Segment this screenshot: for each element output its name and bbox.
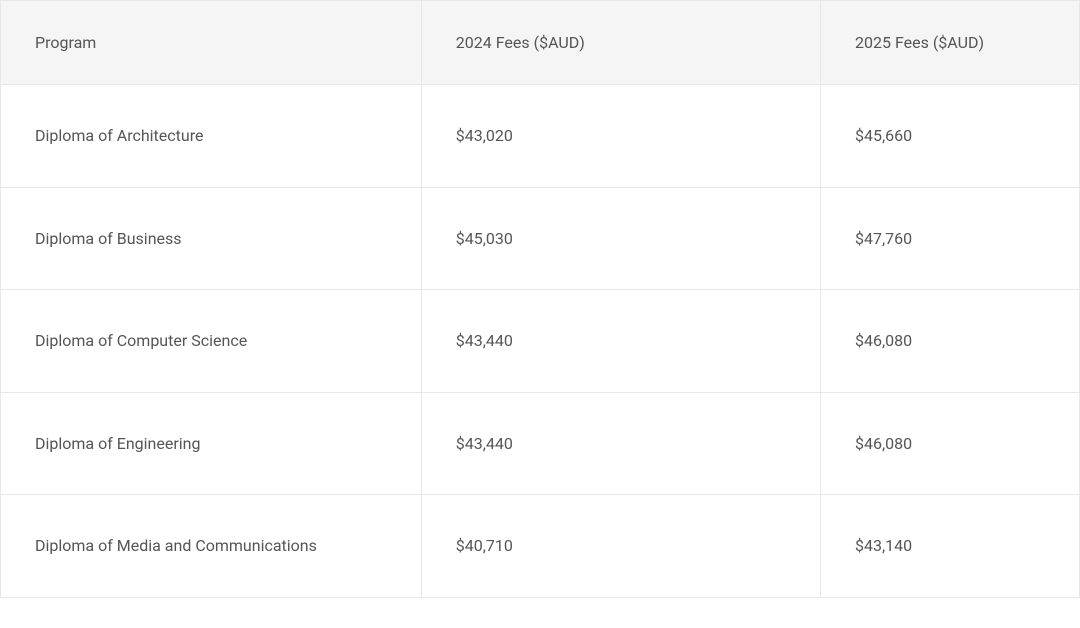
fee-2024-cell: $43,440 [421, 290, 820, 393]
program-cell: Diploma of Computer Science [1, 290, 422, 393]
table-row: Diploma of Computer Science $43,440 $46,… [1, 290, 1080, 393]
program-cell: Diploma of Architecture [1, 85, 422, 188]
fee-2025-cell: $47,760 [821, 187, 1080, 290]
fee-2024-cell: $45,030 [421, 187, 820, 290]
column-header-2025: 2025 Fees ($AUD) [821, 1, 1080, 85]
program-cell: Diploma of Engineering [1, 392, 422, 495]
column-header-2024: 2024 Fees ($AUD) [421, 1, 820, 85]
table-row: Diploma of Engineering $43,440 $46,080 [1, 392, 1080, 495]
fee-2024-cell: $43,440 [421, 392, 820, 495]
fee-2025-cell: $45,660 [821, 85, 1080, 188]
fee-2025-cell: $46,080 [821, 392, 1080, 495]
program-cell: Diploma of Media and Communications [1, 495, 422, 598]
table-header-row: Program 2024 Fees ($AUD) 2025 Fees ($AUD… [1, 1, 1080, 85]
column-header-program: Program [1, 1, 422, 85]
fee-2024-cell: $43,020 [421, 85, 820, 188]
fees-table: Program 2024 Fees ($AUD) 2025 Fees ($AUD… [0, 0, 1080, 598]
table-row: Diploma of Business $45,030 $47,760 [1, 187, 1080, 290]
fees-table-container: Program 2024 Fees ($AUD) 2025 Fees ($AUD… [0, 0, 1080, 598]
fee-2025-cell: $46,080 [821, 290, 1080, 393]
program-cell: Diploma of Business [1, 187, 422, 290]
fee-2025-cell: $43,140 [821, 495, 1080, 598]
table-row: Diploma of Media and Communications $40,… [1, 495, 1080, 598]
table-row: Diploma of Architecture $43,020 $45,660 [1, 85, 1080, 188]
fee-2024-cell: $40,710 [421, 495, 820, 598]
